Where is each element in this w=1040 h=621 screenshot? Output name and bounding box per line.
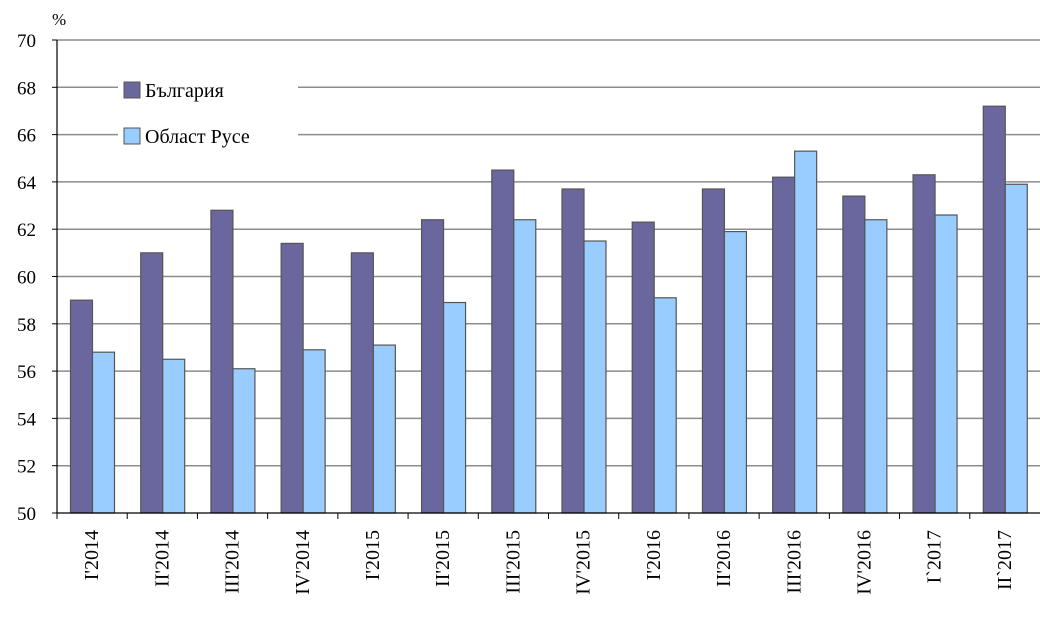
bar-bulgaria (420, 219, 445, 514)
bar-ruse (864, 219, 888, 514)
bar-ruse (934, 214, 958, 514)
x-tick-label: II'2016 (713, 530, 735, 587)
bar-ruse (513, 219, 537, 514)
x-tick-label: III'2016 (783, 530, 805, 594)
bar-bulgaria (701, 188, 726, 514)
bar-bulgaria (210, 209, 234, 514)
bar-bulgaria (280, 242, 304, 514)
y-tick-label: 64 (17, 173, 37, 194)
bar-ruse (723, 230, 748, 514)
bar-ruse (372, 344, 396, 514)
bar-ruse (162, 358, 186, 514)
bar-bulgaria (982, 105, 1006, 514)
x-tick-label: I`2017 (924, 530, 946, 583)
x-tick-label: IV'2015 (573, 530, 595, 595)
x-tick-label: III'2015 (502, 530, 524, 594)
bar-ruse (91, 351, 116, 514)
x-tick-label: II`2017 (994, 530, 1016, 590)
legend-swatch (123, 127, 141, 145)
y-tick-label: 50 (17, 504, 36, 525)
bar-bulgaria (69, 299, 94, 514)
bar-ruse (794, 150, 818, 514)
x-tick-label: II'2014 (151, 530, 173, 587)
bar-ruse (583, 240, 607, 514)
bar-bulgaria (772, 176, 796, 514)
bar-bulgaria (631, 221, 655, 514)
bar-ruse (653, 297, 677, 514)
legend-label: България (145, 80, 224, 102)
x-tick-label: III'2014 (222, 530, 244, 594)
bar-bulgaria (491, 169, 515, 514)
legend-swatch (123, 81, 141, 99)
y-tick-label: 58 (17, 315, 36, 336)
y-tick-label: 68 (17, 78, 36, 99)
y-unit-label: % (52, 10, 66, 29)
x-tick-label: II'2015 (432, 530, 454, 587)
bar-bulgaria (912, 174, 936, 514)
bar-bulgaria (350, 252, 374, 514)
x-tick-label: I'2014 (81, 530, 103, 580)
bar-bulgaria (140, 252, 164, 514)
bar-ruse (232, 368, 256, 514)
y-tick-label: 54 (17, 409, 37, 430)
bars (69, 105, 1028, 514)
y-tick-label: 66 (17, 126, 36, 147)
legend: България Област Русе (118, 74, 298, 152)
y-tick-label: 70 (17, 31, 36, 52)
x-tick-label: IV'2016 (853, 530, 875, 595)
bar-bulgaria (561, 188, 585, 514)
legend-background (118, 74, 298, 152)
y-tick-label: 60 (17, 268, 36, 289)
x-tick-label: I'2016 (643, 530, 665, 580)
x-tick-label: I'2015 (362, 530, 384, 580)
y-tick-label: 52 (17, 457, 36, 478)
y-tick-label: 56 (17, 362, 36, 383)
bar-ruse (1004, 183, 1028, 514)
bar-ruse (442, 301, 467, 514)
legend-label: Област Русе (145, 126, 250, 148)
bar-ruse (302, 349, 326, 514)
axes: 50 52 54 56 58 60 62 64 66 68 70 I'2014 II'2014 III'2… (17, 31, 1040, 595)
bar-bulgaria (842, 195, 866, 514)
y-tick-label: 62 (17, 220, 36, 241)
x-tick-label: IV'2014 (292, 530, 314, 595)
